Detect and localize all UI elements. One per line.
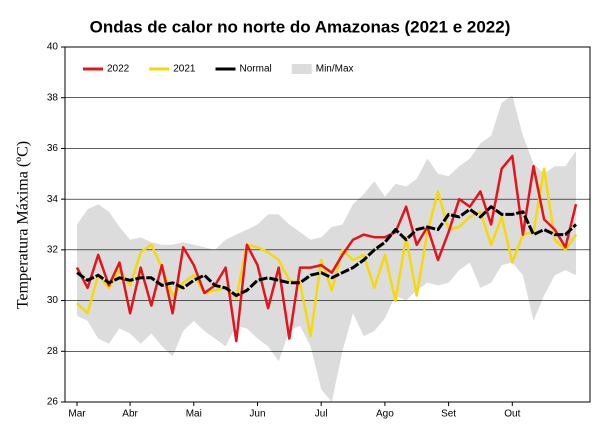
y-tick-label: 40 bbox=[47, 42, 59, 53]
x-tick-label: Ago bbox=[376, 409, 394, 420]
y-tick-label: 36 bbox=[47, 143, 59, 154]
y-tick-label: 30 bbox=[47, 295, 59, 306]
legend-label: Normal bbox=[240, 64, 272, 75]
min-max-band bbox=[77, 95, 576, 402]
line-2 bbox=[76, 205, 578, 297]
x-tick-label: Jun bbox=[249, 409, 265, 420]
legend-swatch bbox=[291, 64, 312, 74]
plot-frame bbox=[64, 46, 591, 403]
y-tick-label: 34 bbox=[47, 194, 59, 205]
chart-title: Ondas de calor no norte do Amazonas (202… bbox=[90, 17, 511, 36]
y-tick-label: 26 bbox=[47, 397, 59, 408]
y-axis-label: Temperatura Máxima (ºC) bbox=[15, 141, 32, 309]
x-tick-label: Set bbox=[441, 409, 456, 420]
line-0 bbox=[75, 154, 578, 343]
legend-label: Min/Max bbox=[316, 64, 354, 75]
x-tick-label: Abr bbox=[122, 409, 138, 420]
x-tick-label: Mai bbox=[186, 409, 202, 420]
legend-label: 2021 bbox=[173, 64, 196, 75]
y-tick-label: 28 bbox=[47, 346, 59, 357]
legend-label: 2022 bbox=[107, 64, 130, 75]
y-tick-label: 38 bbox=[47, 92, 59, 103]
x-tick-label: Mar bbox=[68, 409, 86, 420]
x-tick-label: Jul bbox=[315, 409, 328, 420]
x-tick-label: Out bbox=[504, 409, 520, 420]
y-tick-label: 32 bbox=[47, 244, 59, 255]
